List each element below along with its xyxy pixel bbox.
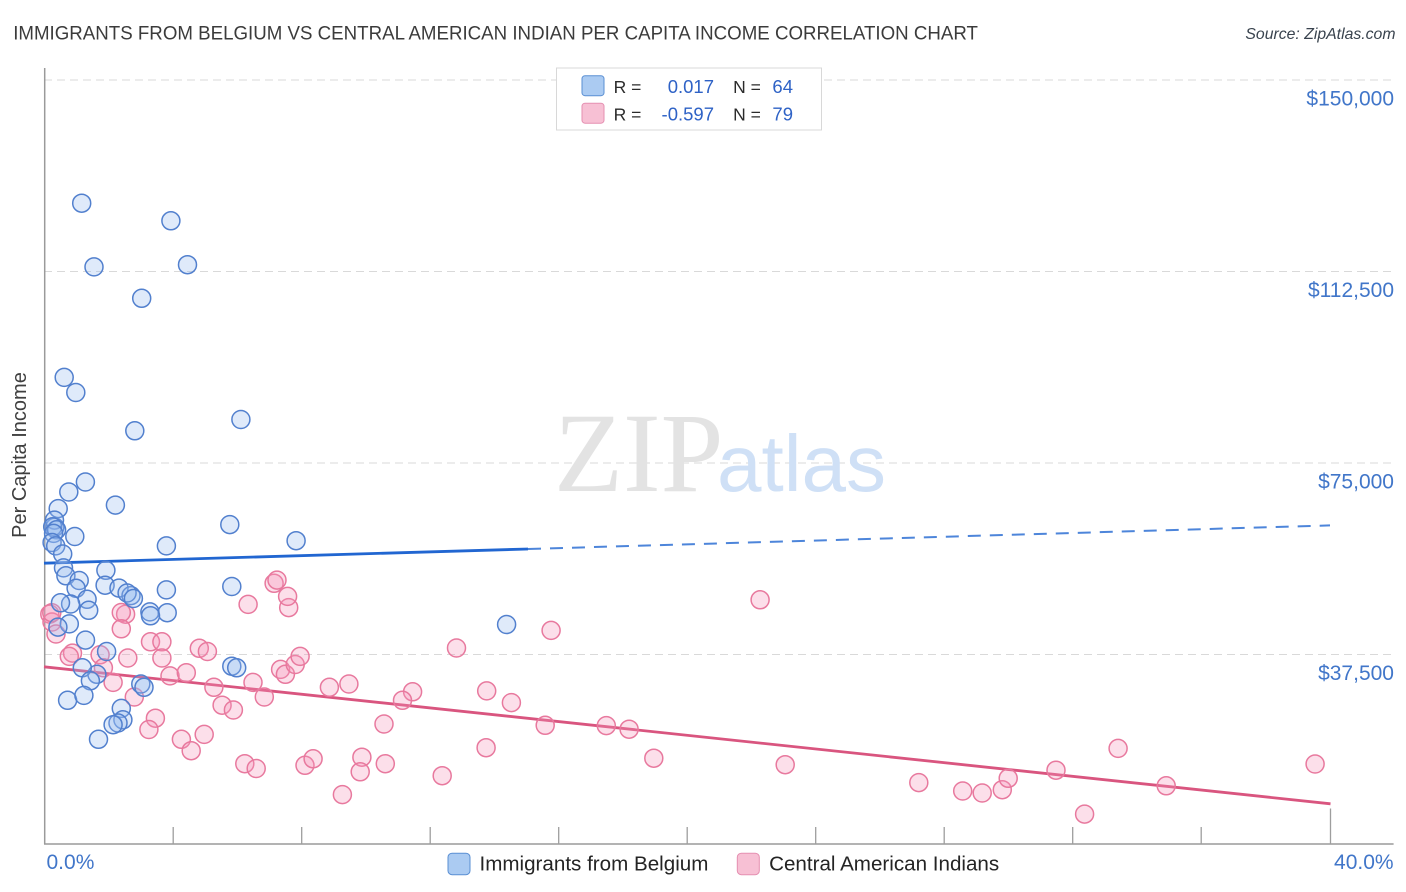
svg-text:0.0%: 0.0% — [47, 851, 95, 874]
svg-text:atlas: atlas — [717, 419, 886, 508]
svg-text:$75,000: $75,000 — [1318, 471, 1394, 494]
svg-text:IMMIGRANTS FROM BELGIUM VS CEN: IMMIGRANTS FROM BELGIUM VS CENTRAL AMERI… — [13, 23, 978, 44]
svg-text:Immigrants from Belgium: Immigrants from Belgium — [480, 853, 709, 876]
svg-text:$150,000: $150,000 — [1306, 88, 1394, 111]
svg-text:R =: R = — [614, 77, 642, 97]
svg-text:64: 64 — [772, 76, 793, 97]
svg-text:$112,500: $112,500 — [1308, 279, 1394, 302]
svg-text:Central American Indians: Central American Indians — [769, 853, 999, 876]
svg-text:$37,500: $37,500 — [1318, 662, 1394, 685]
svg-text:Source: ZipAtlas.com: Source: ZipAtlas.com — [1245, 26, 1395, 43]
svg-text:ZIP: ZIP — [554, 391, 724, 516]
svg-text:N =: N = — [733, 105, 761, 125]
svg-text:0.017: 0.017 — [668, 76, 714, 97]
svg-text:79: 79 — [772, 104, 793, 125]
svg-text:40.0%: 40.0% — [1334, 851, 1394, 874]
svg-text:-0.597: -0.597 — [662, 104, 714, 125]
svg-text:Per Capita Income: Per Capita Income — [9, 372, 31, 538]
svg-text:R =: R = — [614, 105, 642, 125]
svg-text:N =: N = — [733, 77, 761, 97]
